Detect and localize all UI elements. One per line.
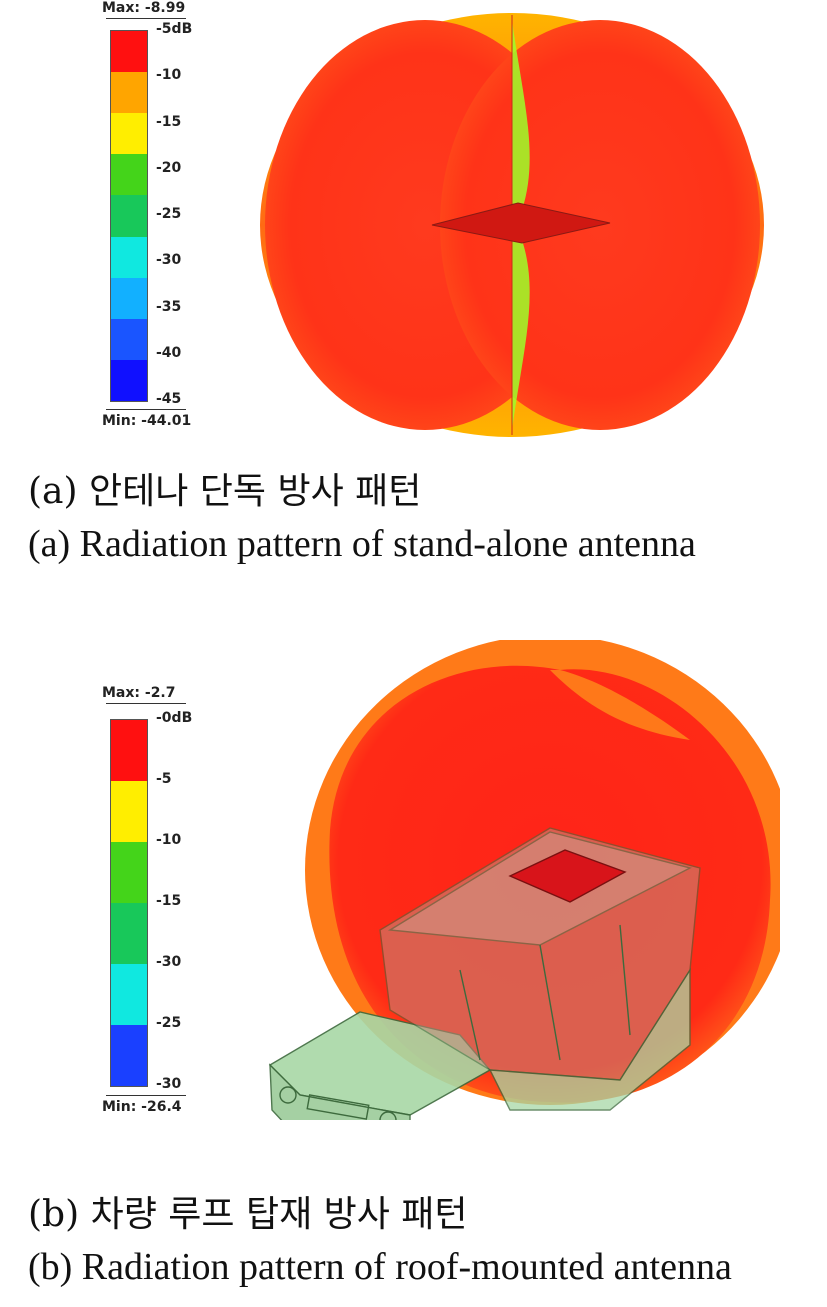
caption-a-korean: (a) 안테나 단독 방사 패턴 [28,471,422,512]
caption-a-english: (a) Radiation pattern of stand-alone ant… [28,523,696,565]
caption-b-korean: (b) 차량 루프 탑재 방사 패턴 [28,1194,468,1235]
color-bar-segment [111,195,147,237]
tick-label: -5 [156,771,172,787]
tick-label: -25 [156,206,182,222]
color-bar [110,719,148,1087]
tick-label: -25 [156,1015,182,1031]
scale-min-rule [106,409,186,410]
tick-label: -30 [156,954,182,970]
color-bar-segment [111,318,147,360]
color-bar-segment [111,781,147,842]
tick-label: -40 [156,344,182,361]
scale-min-rule [106,1095,186,1096]
radiation-pattern-roof-mounted [268,640,780,1120]
tick-label: -10 [156,67,182,84]
color-bar-segment [111,903,147,964]
color-bar-segment [111,842,147,903]
radiation-pattern-standalone [260,13,764,437]
vehicle-model [268,827,701,1120]
vehicle-pillar [459,969,481,1061]
color-bar-segment [111,113,147,155]
tick-label: -10 [156,832,182,848]
tick-label: -5dB [156,21,193,37]
vehicle-pillar [539,944,561,1061]
tick-label: -15 [156,113,182,130]
caption-b-english: (b) Radiation pattern of roof-mounted an… [28,1246,732,1288]
panel-b: Max: -2.7 -0dB -5 -10 -15 -30 -25 -30 Min: -26… [0,640,827,1307]
scale-min-label: Min: -26.4 [102,1099,182,1115]
vehicle-side-body [488,967,691,1111]
scale-max-rule [106,703,186,704]
vehicle-grille [306,1094,370,1120]
color-bar-segment [111,277,147,319]
color-bar-segment [111,236,147,278]
color-bar [110,30,148,402]
pattern-top-fold [550,670,690,740]
scale-max-label: Max: -8.99 [102,0,186,16]
color-bar-segment [111,154,147,196]
pattern-null-bottom [512,240,530,430]
vehicle-headlight-right [379,1111,397,1120]
scale-min-label: Min: -44.01 [102,413,192,429]
color-bar-segment [111,359,147,401]
panel-a: Max: -8.99 -5dB -10 -15 -20 -25 -30 -35 -40 -45 … [0,0,827,600]
tick-label: -35 [156,298,182,315]
color-bar-segment [111,720,147,781]
roof-antenna-patch [508,849,627,903]
color-bar-segment [111,964,147,1025]
tick-label: -20 [156,159,182,176]
color-bar-segment [111,1025,147,1086]
tick-label: -45 [156,391,182,407]
vehicle-headlight-left [279,1086,297,1104]
pattern-null-top [512,20,530,210]
vehicle-pillar [619,924,631,1036]
color-bar-segment [111,31,147,73]
tick-label: -30 [156,252,182,269]
color-bar-segment [111,72,147,114]
antenna-patch [431,202,611,244]
vehicle-front [269,1063,411,1120]
tick-label: -0dB [156,710,193,726]
tick-label: -30 [156,1076,182,1092]
tick-label: -15 [156,893,182,909]
scale-max-rule [106,18,186,19]
scale-max-label: Max: -2.7 [102,685,176,701]
